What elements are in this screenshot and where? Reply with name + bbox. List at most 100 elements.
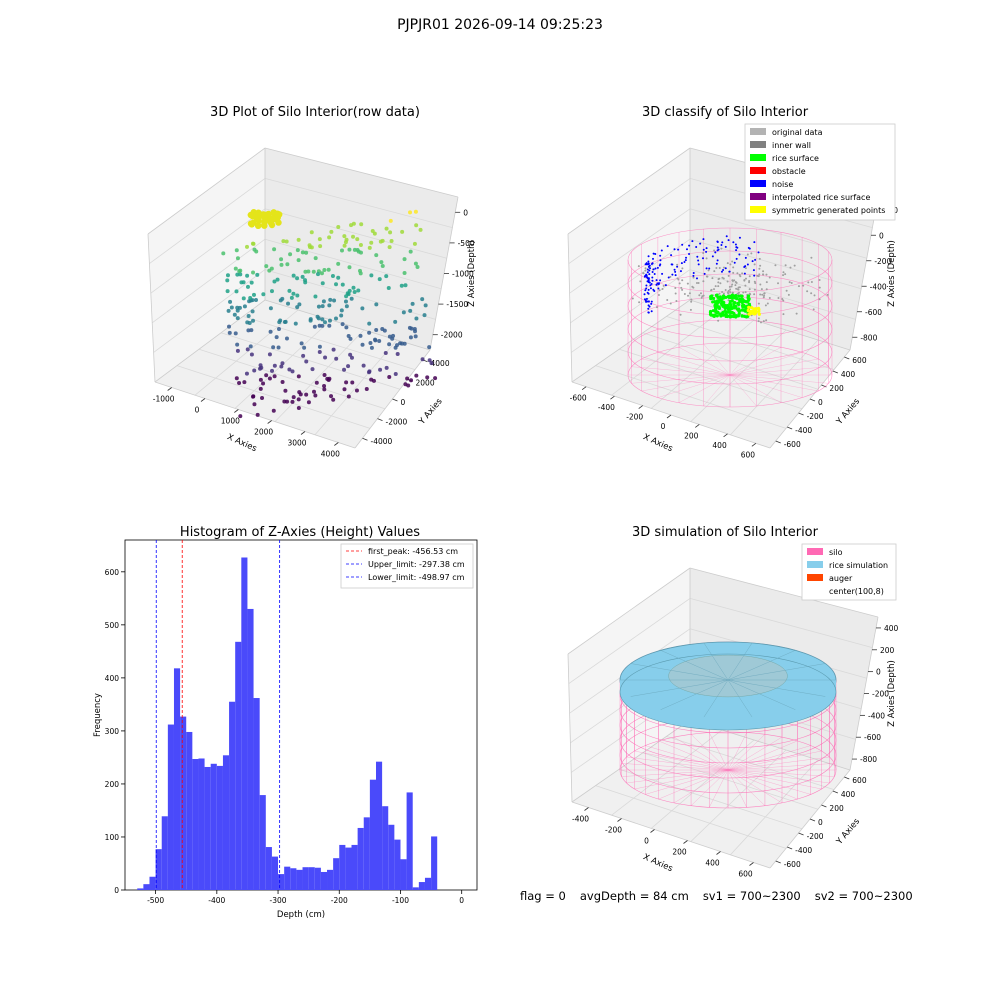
- legend-frame: [340, 543, 474, 589]
- original-point: [810, 256, 813, 259]
- rice-surface-point: [728, 313, 732, 318]
- data-point: [420, 297, 425, 302]
- original-point: [730, 285, 733, 288]
- noise-point: [702, 248, 705, 251]
- original-point: [724, 288, 727, 291]
- original-point: [762, 270, 765, 273]
- rice-surface-point: [709, 297, 713, 301]
- data-point: [342, 243, 347, 248]
- data-point: [321, 299, 326, 304]
- silo-spoke: [673, 769, 729, 804]
- histogram-bar: [424, 877, 432, 890]
- data-point: [380, 264, 385, 269]
- grid-line: [150, 208, 266, 294]
- simulation-3d-plot: 3D simulation of Silo Interior-400-20002…: [567, 525, 899, 879]
- silo-spoke: [729, 343, 757, 376]
- x-tick-label: 400: [712, 441, 727, 450]
- noise-point: [653, 289, 656, 292]
- x-tick-label: -400: [598, 403, 615, 412]
- data-point: [322, 268, 327, 273]
- data-point: [251, 394, 256, 399]
- grid-line: [153, 269, 266, 353]
- silo-spoke: [727, 769, 822, 790]
- data-point: [348, 352, 353, 357]
- noise-point: [676, 265, 679, 268]
- noise-point: [647, 265, 650, 268]
- silo-spoke: [657, 374, 731, 398]
- data-point: [267, 352, 272, 357]
- original-point: [705, 257, 708, 260]
- data-point: [387, 342, 392, 347]
- data-point: [235, 348, 240, 353]
- noise-point: [716, 246, 719, 249]
- original-point: [761, 293, 764, 296]
- grid-line: [568, 598, 691, 684]
- noise-point: [659, 263, 662, 266]
- silo-spoke: [729, 374, 757, 407]
- original-point: [690, 300, 693, 303]
- noise-point: [697, 263, 700, 266]
- original-point: [759, 264, 762, 267]
- silo-spoke: [678, 374, 731, 403]
- data-point: [408, 210, 413, 215]
- x-tick-mark: [167, 387, 172, 391]
- histogram-bar: [259, 795, 266, 890]
- noise-point: [673, 268, 676, 271]
- mesh-line: [727, 650, 796, 681]
- histogram-bar: [400, 859, 407, 890]
- legend-swatch: [750, 167, 766, 174]
- classify-legend: original data inner wall rice surface obsta…: [744, 123, 896, 221]
- noise-point: [645, 284, 648, 287]
- noise-point: [720, 243, 723, 246]
- original-point: [797, 285, 800, 288]
- original-point: [768, 276, 771, 279]
- mesh-line: [630, 679, 729, 697]
- x-tick-label: -400: [572, 815, 589, 824]
- data-point: [252, 247, 257, 252]
- grid-line: [619, 348, 803, 410]
- legend-swatch: [750, 154, 766, 161]
- y-tick-mark: [798, 832, 804, 836]
- histogram-bar: [161, 816, 168, 890]
- original-point: [683, 292, 686, 295]
- rice-surface-point: [739, 297, 743, 301]
- original-point: [736, 272, 739, 275]
- original-point: [690, 298, 693, 301]
- silo-spoke: [727, 769, 798, 800]
- y-tick-label: 600: [105, 568, 120, 577]
- y-tick-mark: [809, 818, 816, 822]
- data-point: [351, 285, 356, 290]
- data-point: [409, 378, 414, 383]
- data-point: [260, 396, 265, 401]
- noise-point: [683, 261, 686, 264]
- y-tick-mark: [775, 860, 781, 864]
- original-point: [718, 266, 721, 269]
- data-point: [272, 247, 277, 252]
- data-point: [332, 298, 337, 303]
- data-point: [347, 288, 352, 293]
- grid-line: [151, 238, 266, 324]
- original-point: [753, 293, 756, 296]
- z-tick-label: -800: [860, 755, 877, 764]
- data-point: [252, 368, 257, 373]
- data-point: [367, 245, 372, 250]
- data-point: [260, 211, 267, 218]
- data-point: [312, 389, 317, 394]
- data-point: [311, 269, 316, 274]
- original-point: [746, 253, 749, 256]
- histogram-bar: [320, 871, 328, 890]
- data-point: [320, 317, 325, 322]
- original-point: [669, 302, 672, 305]
- legend-swatch: [807, 587, 823, 594]
- original-point: [757, 320, 760, 323]
- data-point: [317, 323, 322, 328]
- legend-swatch: [807, 548, 823, 555]
- x-tick-label: -1000: [153, 395, 175, 404]
- legend-swatch: [750, 128, 766, 135]
- data-point: [320, 281, 325, 286]
- data-point: [336, 224, 341, 229]
- noise-point: [647, 307, 650, 310]
- legend-frame: [744, 123, 896, 221]
- data-point: [290, 399, 295, 404]
- rice-surface-point: [734, 304, 738, 309]
